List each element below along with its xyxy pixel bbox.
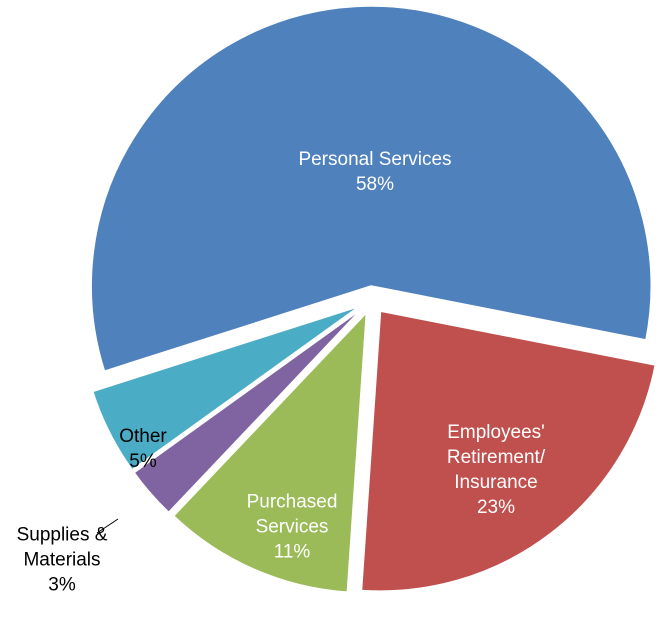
pie-slice	[90, 5, 652, 373]
category-label: Purchased Services	[246, 491, 338, 538]
pie-slice	[172, 310, 368, 593]
pie-slice	[360, 310, 657, 592]
pie-slice	[91, 305, 360, 471]
category-label: Other	[119, 426, 167, 447]
category-label: Personal Services	[298, 149, 452, 170]
pie-slice	[133, 308, 362, 514]
value-label: 3%	[48, 574, 76, 596]
category-label: Employees' Retirement/ Insurance	[446, 422, 546, 493]
value-label: 5%	[129, 451, 157, 472]
value-label: 11%	[273, 541, 311, 563]
slice-label: Employees' Retirement/ Insurance 23%	[421, 420, 571, 520]
value-label: 58%	[355, 174, 395, 195]
leader-line	[96, 518, 119, 534]
slice-label: Other 5%	[103, 424, 183, 474]
slice-label: Personal Services 58%	[295, 147, 455, 197]
category-label: Supplies & Materials	[16, 524, 108, 571]
value-label: 23%	[476, 497, 516, 518]
slice-label: Purchased Services 11%	[222, 490, 362, 565]
slice-label: Supplies & Materials 3%	[2, 523, 122, 598]
